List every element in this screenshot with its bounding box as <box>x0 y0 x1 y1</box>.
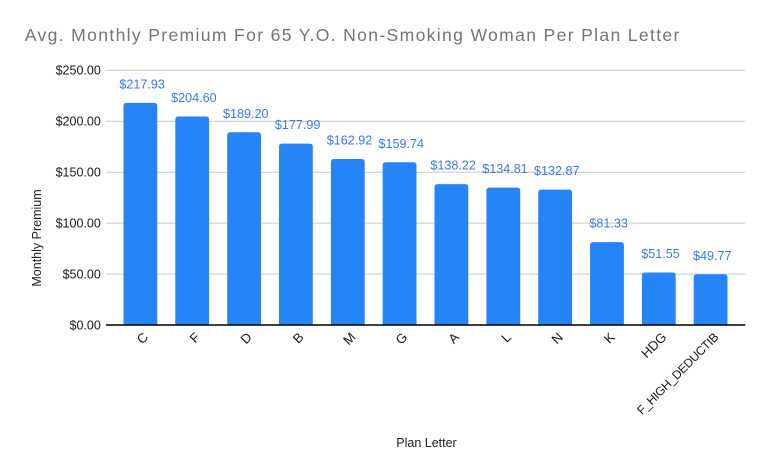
svg-text:$51.55: $51.55 <box>641 247 680 261</box>
svg-text:$49.77: $49.77 <box>693 249 732 263</box>
svg-text:$81.33: $81.33 <box>589 217 628 231</box>
svg-text:$138.22: $138.22 <box>430 159 476 173</box>
svg-text:$204.60: $204.60 <box>171 91 217 105</box>
svg-text:$217.93: $217.93 <box>119 78 165 92</box>
svg-text:$162.92: $162.92 <box>327 134 373 148</box>
svg-text:Avg. Monthly Premium For 65 Y.: Avg. Monthly Premium For 65 Y.O. Non-Smo… <box>25 25 681 45</box>
svg-text:$189.20: $189.20 <box>223 107 269 121</box>
svg-text:$150.00: $150.00 <box>56 166 101 180</box>
svg-text:$177.99: $177.99 <box>275 118 321 132</box>
svg-text:Monthly Premium: Monthly Premium <box>30 189 44 286</box>
svg-text:$250.00: $250.00 <box>56 64 101 78</box>
svg-text:$0.00: $0.00 <box>70 318 101 332</box>
svg-text:$134.81: $134.81 <box>482 162 528 176</box>
svg-text:$132.87: $132.87 <box>534 164 580 178</box>
svg-text:$100.00: $100.00 <box>56 216 101 230</box>
svg-text:Plan Letter: Plan Letter <box>396 436 456 450</box>
svg-text:$159.74: $159.74 <box>379 137 425 151</box>
svg-text:$50.00: $50.00 <box>63 267 101 281</box>
svg-text:$200.00: $200.00 <box>56 115 101 129</box>
